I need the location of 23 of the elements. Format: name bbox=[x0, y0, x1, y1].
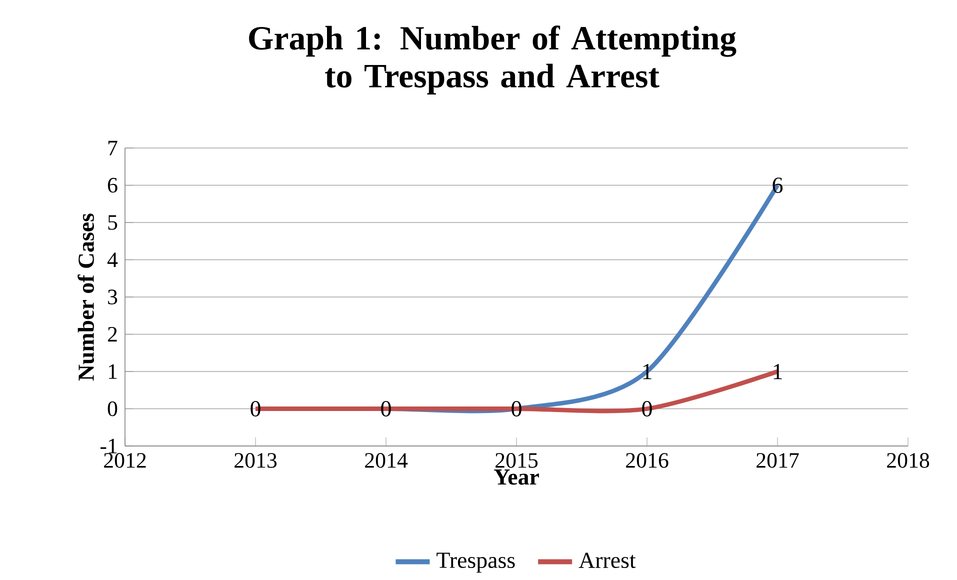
data-label: 0 bbox=[250, 401, 260, 416]
y-tick-label: 2 bbox=[108, 327, 117, 342]
x-tick-label: 2017 bbox=[756, 453, 799, 468]
y-axis-title: Number of Cases bbox=[78, 214, 94, 381]
y-tick-label: 7 bbox=[108, 140, 118, 156]
y-tick-label: 1 bbox=[108, 364, 117, 379]
y-tick-label: 0 bbox=[108, 401, 118, 416]
y-tick-label: 4 bbox=[107, 252, 118, 267]
x-tick-label: 2015 bbox=[496, 453, 538, 468]
y-tick-label: 3 bbox=[108, 290, 118, 304]
x-tick-label: 2013 bbox=[234, 453, 277, 468]
legend-label: Trespass bbox=[436, 552, 515, 573]
legend-label: Arrest bbox=[578, 552, 636, 568]
x-tick-label: 2016 bbox=[626, 453, 668, 468]
x-tick-label: 2014 bbox=[365, 453, 408, 468]
y-tick-label: 6 bbox=[108, 178, 118, 193]
x-axis-title: Year bbox=[494, 470, 539, 485]
x-tick-label: 2018 bbox=[887, 453, 930, 468]
chart-title: Graph 1: Number of Attempting to Trespass and Arrest bbox=[249, 26, 736, 94]
data-label: 1 bbox=[774, 364, 782, 380]
y-tick-label: 5 bbox=[108, 215, 118, 230]
x-tick-label: 2012 bbox=[104, 453, 146, 468]
y-tick-label: -1 bbox=[100, 438, 117, 454]
